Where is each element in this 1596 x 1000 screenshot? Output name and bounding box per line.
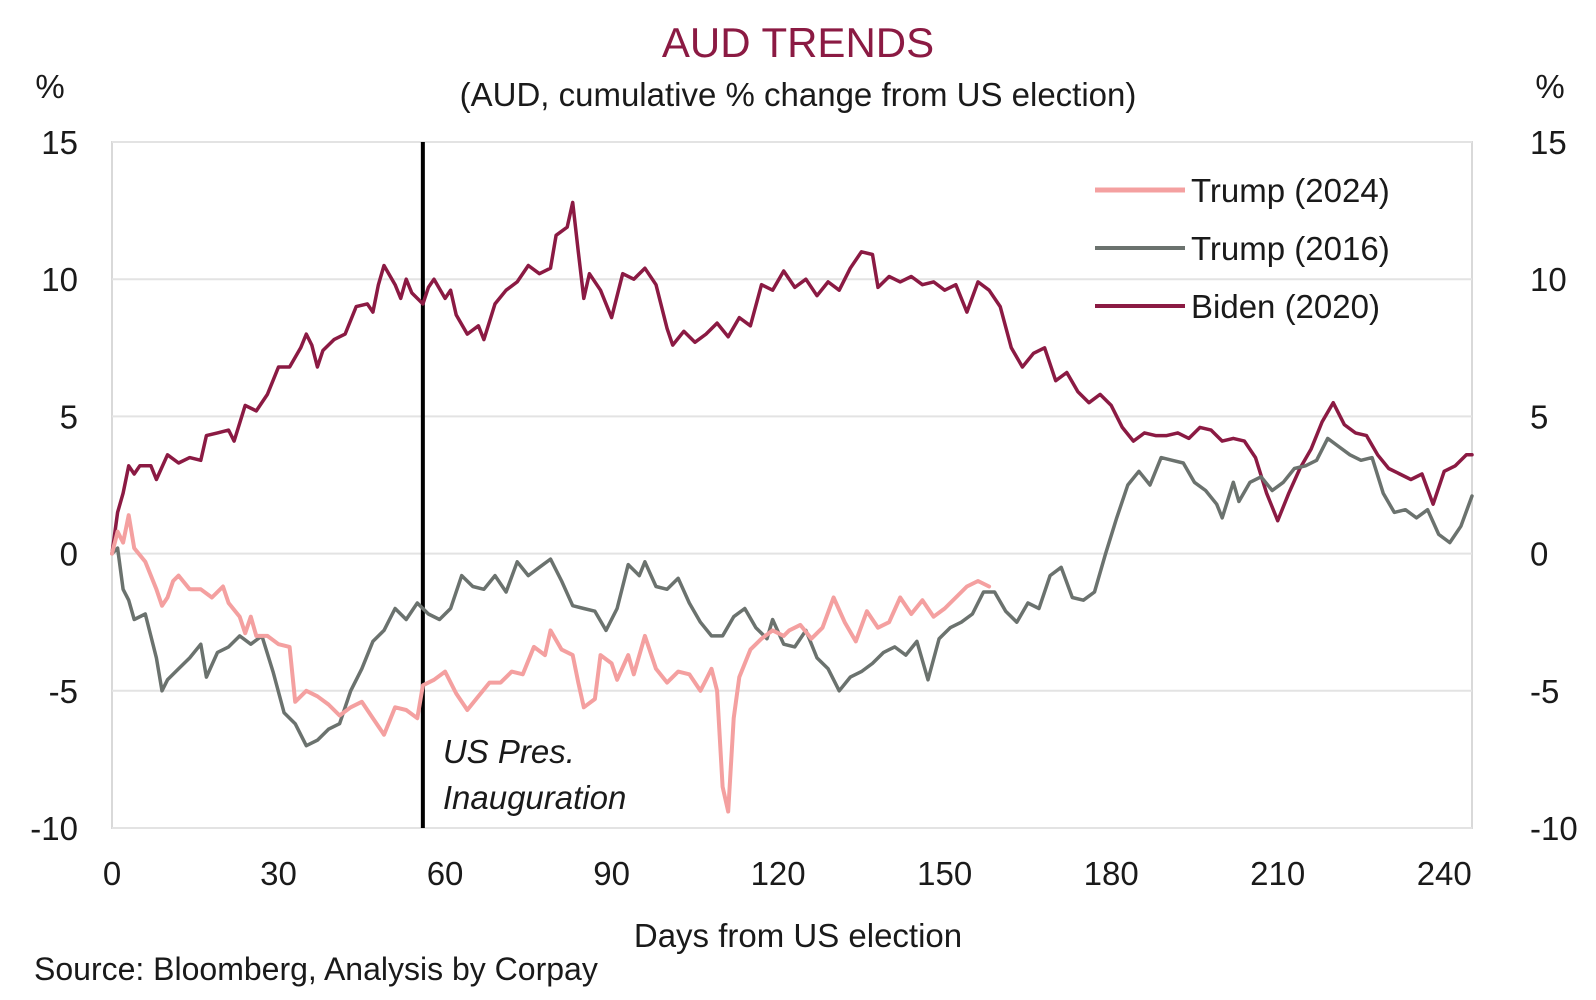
x-tick-label: 90 xyxy=(593,855,630,892)
x-tick-label: 180 xyxy=(1084,855,1139,892)
x-tick-label: 30 xyxy=(260,855,297,892)
y-tick-label-right: 10 xyxy=(1530,261,1567,298)
y-tick-label-right: -5 xyxy=(1530,673,1559,710)
y-tick-label-left: -5 xyxy=(49,673,78,710)
x-tick-label: 0 xyxy=(103,855,121,892)
series-line-trump-2024 xyxy=(110,513,992,814)
series-lines xyxy=(110,200,1474,814)
x-tick-label: 240 xyxy=(1417,855,1472,892)
inauguration-annotation: US Pres. Inauguration xyxy=(420,142,626,828)
y-tick-label-right: -10 xyxy=(1530,810,1578,847)
y-axis-unit-left: % xyxy=(35,68,64,105)
y-tick-label-right: 0 xyxy=(1530,536,1548,573)
y-axis-right: 15 10 5 0 -5 -10 xyxy=(1530,124,1578,847)
y-tick-label-left: 15 xyxy=(41,124,78,161)
y-tick-label-right: 15 xyxy=(1530,124,1567,161)
x-tick-label: 120 xyxy=(751,855,806,892)
chart-title: AUD TRENDS xyxy=(662,19,934,66)
legend-label-trump-2016: Trump (2016) xyxy=(1191,230,1390,267)
y-tick-label-left: -10 xyxy=(30,810,78,847)
y-tick-label-right: 5 xyxy=(1530,398,1548,435)
series-line-trump-2016 xyxy=(110,436,1474,748)
legend-label-trump-2024: Trump (2024) xyxy=(1191,172,1390,209)
gridlines xyxy=(112,141,1472,829)
y-axis-unit-right: % xyxy=(1535,68,1564,105)
x-axis-label: Days from US election xyxy=(634,917,962,954)
y-tick-label-left: 10 xyxy=(41,261,78,298)
y-axis-left: 15 10 5 0 -5 -10 xyxy=(30,124,78,847)
legend-label-biden-2020: Biden (2020) xyxy=(1191,288,1380,325)
annotation-text: US Pres. xyxy=(443,733,575,770)
source-note: Source: Bloomberg, Analysis by Corpay xyxy=(34,951,598,987)
x-tick-label: 210 xyxy=(1250,855,1305,892)
annotation-text: Inauguration xyxy=(443,779,626,816)
y-tick-label-left: 5 xyxy=(60,398,78,435)
legend: Trump (2024) Trump (2016) Biden (2020) xyxy=(1095,172,1390,325)
x-tick-label: 60 xyxy=(427,855,464,892)
chart-subtitle: (AUD, cumulative % change from US electi… xyxy=(460,76,1137,113)
series-line-biden-2020 xyxy=(110,200,1474,556)
y-tick-label-left: 0 xyxy=(60,536,78,573)
x-axis: 0 30 60 90 120 150 180 210 240 xyxy=(103,855,1472,892)
x-tick-label: 150 xyxy=(917,855,972,892)
